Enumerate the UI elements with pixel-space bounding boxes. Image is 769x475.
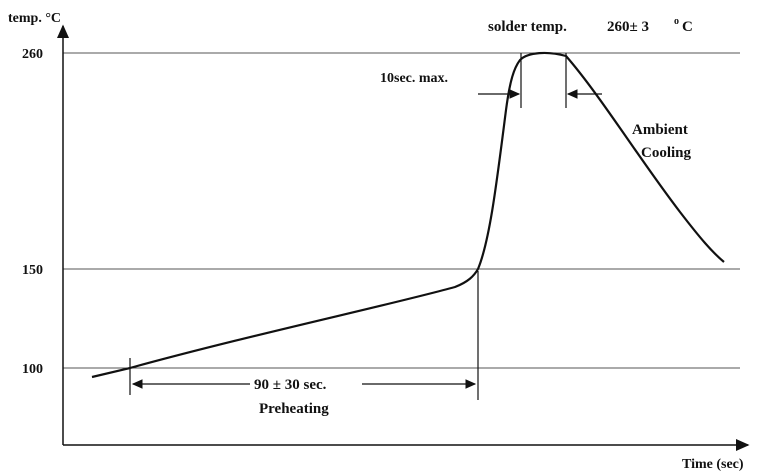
y-tick-260: 260	[22, 47, 43, 62]
ten-sec-label: 10sec. max.	[380, 71, 448, 86]
y-tick-150: 150	[22, 263, 43, 278]
y-tick-100: 100	[22, 362, 43, 377]
preheat-duration-label: 90 ± 30 sec.	[254, 377, 327, 393]
solder-temp-label: solder temp.	[488, 19, 567, 35]
solder-temp-value: 260± 3	[607, 19, 649, 35]
preheating-label: Preheating	[259, 401, 329, 417]
x-axis-title: Time (sec)	[682, 457, 744, 472]
solder-temp-unit: C	[682, 19, 693, 35]
ambient-label: Ambient	[632, 122, 688, 138]
temperature-profile-line	[91, 51, 725, 379]
solder-temp-degree: o	[674, 16, 679, 27]
cooling-label: Cooling	[641, 145, 692, 161]
y-axis-title: temp. °C	[8, 11, 61, 26]
